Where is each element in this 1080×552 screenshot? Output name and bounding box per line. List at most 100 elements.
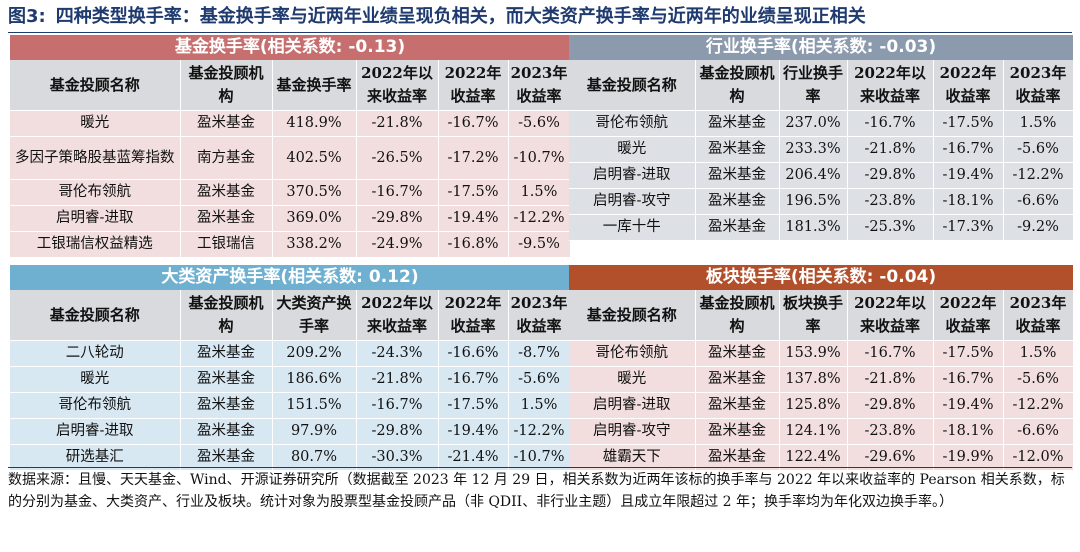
- table-cell: 80.7%: [272, 444, 357, 471]
- table-cell: 二八轮动: [10, 340, 181, 367]
- table-cell: -21.8%: [847, 366, 934, 393]
- table-cell: 工银瑞信: [180, 231, 273, 258]
- table-cell: -9.2%: [1003, 214, 1074, 241]
- sector-turnover-table: 基金投顾名称 基金投顾机构 板块换手率 2022年以来收益率 2022年收益率 2023年…: [569, 290, 1074, 471]
- table-cell: -16.6%: [438, 340, 509, 367]
- table-cell: 盈米基金: [695, 340, 780, 367]
- table-row: 研选基汇 盈米基金 80.7% -30.3% -21.4% -10.7%: [10, 444, 571, 471]
- table-cell: -17.5%: [438, 179, 509, 206]
- table-row: 哥伦布领航 盈米基金 153.9% -16.7% -17.5% 1.5%: [569, 340, 1074, 367]
- table-row: 暖光 盈米基金 418.9% -21.8% -16.7% -5.6%: [10, 110, 571, 137]
- title-rule: [8, 32, 1072, 33]
- table-cell: 418.9%: [272, 110, 357, 137]
- table-cell: 盈米基金: [695, 418, 780, 445]
- table-cell: 暖光: [569, 366, 696, 393]
- table-cell: 哥伦布领航: [10, 179, 181, 206]
- column-header: 2023年收益率: [1003, 290, 1074, 341]
- table-row: 启明睿-攻守 盈米基金 196.5% -23.8% -18.1% -6.6%: [569, 188, 1074, 215]
- table-cell: -16.7%: [438, 366, 509, 393]
- column-header: 2022年以来收益率: [847, 60, 934, 111]
- column-header: 大类资产换手率: [272, 290, 357, 341]
- column-header: 2022年以来收益率: [356, 290, 439, 341]
- table-cell: 雄霸天下: [569, 444, 696, 471]
- sector-turnover-panel: 板块换手率(相关系数: -0.04) 基金投顾名称 基金投顾机构 板块换手率 2022…: [569, 265, 1074, 471]
- table-cell: -19.4%: [933, 392, 1004, 419]
- table-cell: -10.7%: [508, 136, 571, 180]
- table-cell: -18.1%: [933, 418, 1004, 445]
- table-cell: 哥伦布领航: [569, 340, 696, 367]
- table-cell: 137.8%: [779, 366, 848, 393]
- table-cell: -21.8%: [356, 366, 439, 393]
- table-cell: -16.7%: [356, 179, 439, 206]
- table-cell: -24.9%: [356, 231, 439, 258]
- table-row: 多因子策略股基蓝筹指数 南方基金 402.5% -26.5% -17.2% -10.7%: [10, 136, 571, 180]
- table-cell: -16.7%: [933, 136, 1004, 163]
- table-cell: 369.0%: [272, 205, 357, 232]
- table-cell: 124.1%: [779, 418, 848, 445]
- table-cell: 209.2%: [272, 340, 357, 367]
- table-cell: -17.5%: [933, 340, 1004, 367]
- table-cell: 启明睿-攻守: [569, 418, 696, 445]
- table-cell: -21.8%: [356, 110, 439, 137]
- table-cell: -6.6%: [1003, 418, 1074, 445]
- table-row: 启明睿-进取 盈米基金 125.8% -29.8% -19.4% -12.2%: [569, 392, 1074, 419]
- table-cell: 多因子策略股基蓝筹指数: [10, 136, 181, 180]
- table-cell: -5.6%: [508, 110, 571, 137]
- table-cell: -26.5%: [356, 136, 439, 180]
- footnote-rule: [8, 467, 1072, 468]
- table-cell: 153.9%: [779, 340, 848, 367]
- table-cell: 启明睿-进取: [10, 418, 181, 445]
- table-row: 哥伦布领航 盈米基金 237.0% -16.7% -17.5% 1.5%: [569, 110, 1074, 137]
- fund-turnover-banner: 基金换手率(相关系数: -0.13): [10, 35, 570, 60]
- table-cell: -18.1%: [933, 188, 1004, 215]
- table-cell: -23.8%: [847, 188, 934, 215]
- table-header-row: 基金投顾名称 基金投顾机构 基金换手率 2022年以来收益率 2022年收益率 2023年…: [10, 60, 571, 111]
- table-row: 哥伦布领航 盈米基金 370.5% -16.7% -17.5% 1.5%: [10, 179, 571, 206]
- column-header: 2023年收益率: [508, 290, 571, 341]
- table-cell: 暖光: [569, 136, 696, 163]
- column-header: 基金投顾名称: [569, 290, 696, 341]
- column-header: 基金换手率: [272, 60, 357, 111]
- table-cell: -16.8%: [438, 231, 509, 258]
- column-header: 基金投顾名称: [10, 60, 181, 111]
- column-header: 2022年以来收益率: [356, 60, 439, 111]
- industry-turnover-panel: 行业换手率(相关系数: -0.03) 基金投顾名称 基金投顾机构 行业换手率 2022…: [569, 35, 1074, 241]
- table-cell: -21.4%: [438, 444, 509, 471]
- table-cell: 盈米基金: [180, 110, 273, 137]
- table-cell: -17.3%: [933, 214, 1004, 241]
- column-header: 基金投顾名称: [10, 290, 181, 341]
- table-cell: 启明睿-进取: [569, 162, 696, 189]
- table-header-row: 基金投顾名称 基金投顾机构 大类资产换手率 2022年以来收益率 2022年收益率 202…: [10, 290, 571, 341]
- source-footnote: 数据来源：且慢、天天基金、Wind、开源证券研究所（数据截至 2023 年 12…: [8, 472, 1065, 510]
- table-body: 暖光 盈米基金 418.9% -21.8% -16.7% -5.6% 多因子策略股基蓝筹指数…: [10, 110, 571, 258]
- column-header: 基金投顾机构: [180, 60, 273, 111]
- industry-turnover-banner: 行业换手率(相关系数: -0.03): [569, 35, 1073, 60]
- table-cell: 122.4%: [779, 444, 848, 471]
- asset-turnover-panel: 大类资产换手率(相关系数: 0.12) 基金投顾名称 基金投顾机构 大类资产换手率 2…: [10, 265, 571, 471]
- fund-turnover-panel: 基金换手率(相关系数: -0.13) 基金投顾名称 基金投顾机构 基金换手率 2022…: [10, 35, 571, 258]
- table-header-row: 基金投顾名称 基金投顾机构 行业换手率 2022年以来收益率 2022年收益率 2023年…: [569, 60, 1074, 111]
- table-cell: 206.4%: [779, 162, 848, 189]
- table-body: 哥伦布领航 盈米基金 237.0% -16.7% -17.5% 1.5% 暖光 盈米基金 233…: [569, 110, 1074, 241]
- table-cell: 1.5%: [1003, 340, 1074, 367]
- column-header: 2023年收益率: [508, 60, 571, 111]
- table-row: 暖光 盈米基金 186.6% -21.8% -16.7% -5.6%: [10, 366, 571, 393]
- table-cell: -16.7%: [356, 392, 439, 419]
- sector-turnover-banner: 板块换手率(相关系数: -0.04): [569, 265, 1073, 290]
- table-cell: -12.2%: [508, 205, 571, 232]
- figure-title-text: 四种类型换手率：基金换手率与近两年业绩呈现负相关，而大类资产换手率与近两年的业绩…: [55, 6, 866, 27]
- column-header: 基金投顾机构: [695, 290, 780, 341]
- table-cell: 盈米基金: [180, 340, 273, 367]
- table-cell: -16.7%: [847, 340, 934, 367]
- table-cell: 暖光: [10, 110, 181, 137]
- table-cell: 盈米基金: [695, 392, 780, 419]
- column-header: 2022年收益率: [438, 290, 509, 341]
- table-row: 启明睿-进取 盈米基金 206.4% -29.8% -19.4% -12.2%: [569, 162, 1074, 189]
- column-header: 2022年收益率: [933, 60, 1004, 111]
- table-cell: 哥伦布领航: [10, 392, 181, 419]
- table-row: 暖光 盈米基金 233.3% -21.8% -16.7% -5.6%: [569, 136, 1074, 163]
- table-cell: -29.8%: [356, 205, 439, 232]
- table-cell: -24.3%: [356, 340, 439, 367]
- table-cell: 盈米基金: [180, 444, 273, 471]
- table-cell: 南方基金: [180, 136, 273, 180]
